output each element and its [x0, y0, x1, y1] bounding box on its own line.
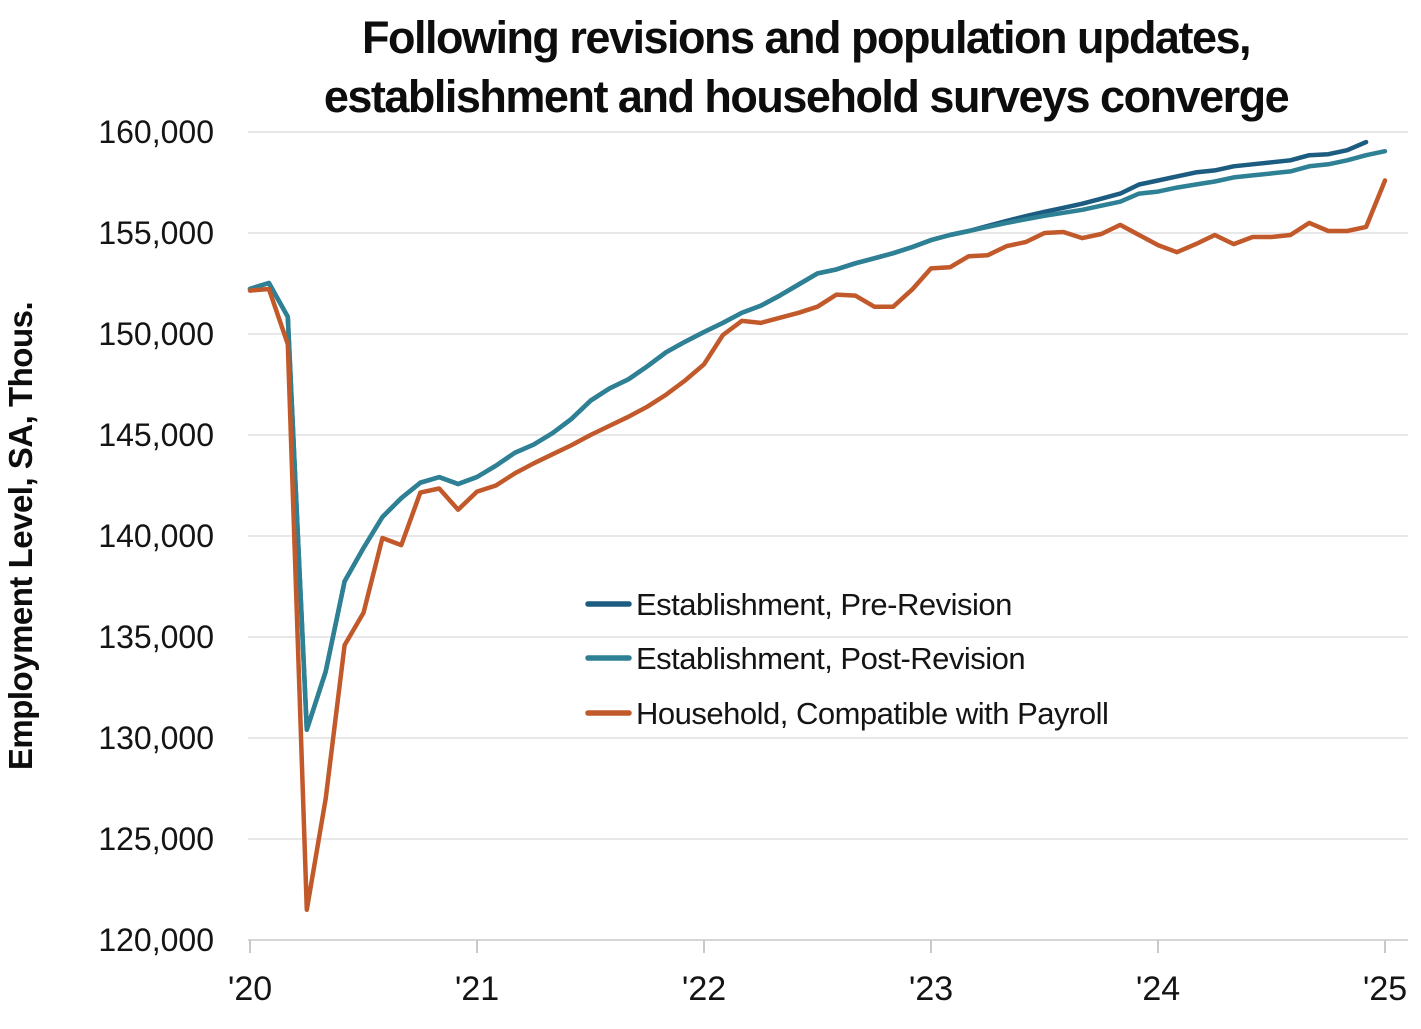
y-tick-label-125000: 125,000 — [98, 821, 214, 857]
x-tick-label-24: '24 — [1136, 970, 1180, 1008]
y-tick-label-160000: 160,000 — [98, 114, 214, 150]
y-tick-label-135000: 135,000 — [98, 619, 214, 655]
y-axis-title: Employment Level, SA, Thous. — [2, 302, 39, 770]
legend-label-pre-revision: Establishment, Pre-Revision — [636, 587, 1012, 622]
data-series — [247, 139, 1388, 912]
line-household-compatible-with-payroll — [247, 178, 1388, 912]
y-tick-label-155000: 155,000 — [98, 215, 214, 251]
x-tick-label-21: '21 — [455, 970, 499, 1008]
y-tick-label-140000: 140,000 — [98, 518, 214, 554]
y-axis-tick-labels: 160,000 155,000 150,000 145,000 140,000 135,0… — [98, 114, 214, 958]
legend-item-household-compatible: Household, Compatible with Payroll — [585, 696, 1109, 731]
legend-label-post-revision: Establishment, Post-Revision — [636, 641, 1025, 676]
x-axis — [249, 940, 1386, 953]
line-establishment-post-revision — [247, 148, 1388, 732]
y-tick-label-150000: 150,000 — [98, 316, 214, 352]
legend-label-household: Household, Compatible with Payroll — [636, 696, 1108, 731]
legend-item-establishment-post-revision: Establishment, Post-Revision — [585, 641, 1026, 676]
legend: Establishment, Pre-Revision Establishmen… — [585, 587, 1109, 731]
chart-title-line-2: establishment and household surveys conv… — [324, 71, 1289, 122]
legend-item-establishment-pre-revision: Establishment, Pre-Revision — [585, 587, 1012, 622]
x-tick-label-20: '20 — [228, 970, 272, 1008]
x-tick-label-22: '22 — [682, 970, 726, 1008]
gridlines — [248, 131, 1408, 941]
x-tick-label-23: '23 — [909, 970, 953, 1008]
x-axis-tick-labels: '20 '21 '22 '23 '24 '25 — [228, 970, 1407, 1008]
y-tick-label-145000: 145,000 — [98, 417, 214, 453]
x-tick-label-25: '25 — [1363, 970, 1407, 1008]
y-tick-label-130000: 130,000 — [98, 720, 214, 756]
y-tick-label-120000: 120,000 — [98, 922, 214, 958]
chart-title-line-1: Following revisions and population updat… — [362, 12, 1250, 63]
